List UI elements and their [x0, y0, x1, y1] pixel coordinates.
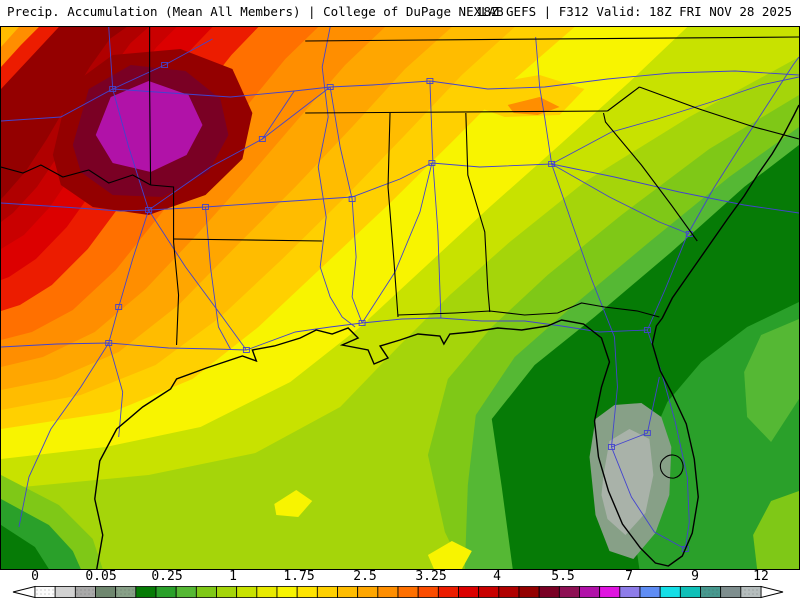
colorbar-segment — [437, 586, 459, 598]
colorbar-segment — [316, 586, 338, 598]
colorbar-segment — [95, 586, 117, 598]
map-canvas — [1, 27, 799, 569]
colorbar-segment — [377, 586, 399, 598]
color-scale-area: 0 0.05 0.25 1 1.75 2.5 3.25 4 5.5 7 9 12 — [0, 570, 800, 600]
colorbar-segment — [720, 586, 742, 598]
model-run-valid-time: 18Z GEFS | F312 Valid: 18Z FRI NOV 28 20… — [475, 4, 792, 19]
city-road-cluster — [643, 430, 651, 436]
product-title: Precip. Accumulation (Mean All Members) … — [7, 4, 504, 19]
colorbar-segment — [236, 586, 258, 598]
colorbar-segment — [195, 586, 217, 598]
city-road-cluster — [608, 444, 615, 450]
city-road-cluster — [426, 78, 434, 84]
colorbar-segment — [579, 586, 601, 598]
scale-tick-label: 3.25 — [415, 569, 447, 584]
city-road-cluster — [326, 84, 334, 90]
scale-tick-label: 9 — [691, 569, 699, 584]
colorbar-segment — [155, 586, 177, 598]
colorbar-segment — [619, 586, 641, 598]
colorbar-segment — [558, 586, 580, 598]
colorbar-segment — [256, 586, 278, 598]
scale-tick-label: 2.5 — [353, 569, 377, 584]
colorbar-segment — [478, 586, 500, 598]
colorbar-segment — [357, 586, 379, 598]
scale-tick-label: 1.75 — [283, 569, 315, 584]
scale-tick-label: 5.5 — [551, 569, 575, 584]
colorbar-segment — [216, 586, 238, 598]
colorbar-segment — [679, 586, 701, 598]
colorbar-segment — [518, 586, 540, 598]
scale-tick-label: 0 — [31, 569, 39, 584]
city-road-cluster — [109, 86, 117, 92]
city-road-cluster — [428, 160, 436, 166]
colorbar-segment — [498, 586, 520, 598]
colorbar-segment — [135, 586, 157, 598]
colorbar-segment — [276, 586, 298, 598]
city-road-cluster — [115, 304, 123, 310]
scale-tick-label: 1 — [229, 569, 237, 584]
scale-tick-label: 7 — [625, 569, 633, 584]
city-road-cluster — [358, 320, 366, 326]
colorbar-segment — [639, 586, 661, 598]
colorbar-canvas — [12, 585, 784, 599]
colorbar-segment — [337, 586, 359, 598]
scale-tick-label: 4 — [493, 569, 501, 584]
city-road-cluster — [105, 340, 113, 346]
colorbar-segment — [296, 586, 318, 598]
colorbar-segment — [397, 586, 419, 598]
city-road-cluster — [643, 327, 651, 333]
scale-tick-labels: 0 0.05 0.25 1 1.75 2.5 3.25 4 5.5 7 9 12 — [0, 570, 800, 585]
colorbar-segment — [659, 586, 681, 598]
colorbar-segment — [538, 586, 560, 598]
colorbar-segment — [175, 586, 197, 598]
color-scale-bar — [0, 585, 800, 600]
colorbar-segment — [599, 586, 621, 598]
city-road-cluster — [145, 207, 153, 213]
city-road-cluster — [242, 347, 250, 353]
city-road-cluster — [548, 161, 556, 167]
colorbar-segment — [458, 586, 480, 598]
city-road-cluster — [202, 204, 209, 210]
city-road-cluster — [161, 62, 169, 68]
colorbar-segment — [417, 586, 439, 598]
city-road-cluster — [258, 136, 266, 142]
scale-tick-label: 0.25 — [151, 569, 183, 584]
city-road-cluster — [348, 196, 356, 202]
title-bar: Precip. Accumulation (Mean All Members) … — [0, 0, 800, 26]
precip-contour-map — [0, 26, 800, 570]
scale-tick-label: 0.05 — [85, 569, 117, 584]
scale-tick-label: 12 — [753, 569, 769, 584]
colorbar-segment — [54, 586, 76, 598]
city-road-cluster — [681, 546, 689, 552]
